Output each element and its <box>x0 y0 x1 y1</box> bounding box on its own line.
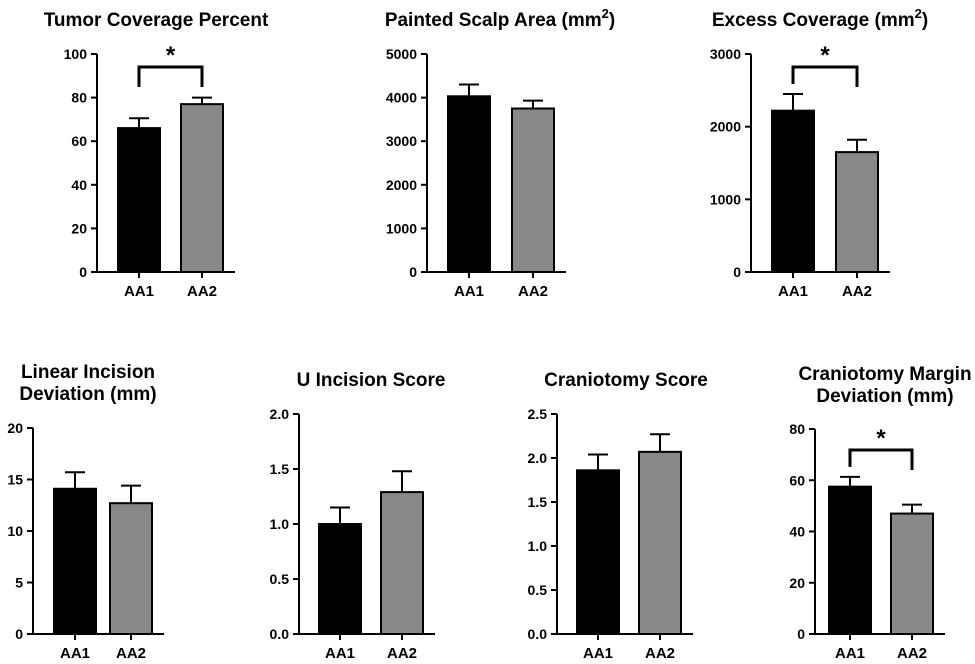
chart-panel-1: Tumor Coverage Percent 0 20 40 60 80 100 AA1 AA2… <box>44 10 269 300</box>
bar-aa2 <box>835 151 879 274</box>
y-tick-label: 0.5 <box>528 582 548 598</box>
y-tick-label: 0 <box>733 264 741 280</box>
y-tick-label: 0 <box>409 264 417 280</box>
y-tick-label: 2000 <box>710 119 741 135</box>
x-category-label: AA1 <box>124 283 154 300</box>
x-category-label: AA2 <box>387 645 417 662</box>
bar-aa2 <box>380 491 424 635</box>
chart-title: Craniotomy Margin <box>798 364 971 385</box>
significance-marker: * <box>876 425 886 452</box>
x-category-label: AA2 <box>897 645 927 662</box>
y-tick-label: 100 <box>64 46 88 62</box>
y-tick-label: 1.0 <box>270 516 290 532</box>
chart-panel-2: Painted Scalp Area (mm2) 0 1000 2000 3000 400… <box>385 6 615 300</box>
bar-aa2 <box>109 502 153 635</box>
bar-aa1 <box>576 469 620 635</box>
bar-aa1 <box>318 523 362 635</box>
x-category-label: AA1 <box>325 645 355 662</box>
significance-marker: * <box>166 42 176 69</box>
bar-aa1 <box>117 127 161 273</box>
bar-aa2 <box>890 512 934 635</box>
y-tick-label: 0.0 <box>270 626 290 642</box>
y-tick-label: 60 <box>71 133 87 149</box>
significance-bracket <box>791 65 859 87</box>
x-category-label: AA2 <box>518 283 548 300</box>
y-tick-label: 20 <box>789 575 805 591</box>
y-tick-label: 15 <box>7 472 23 488</box>
bar-aa2 <box>180 103 224 273</box>
y-tick-label: 3000 <box>710 46 741 62</box>
x-category-label: AA2 <box>187 283 217 300</box>
x-category-label: AA1 <box>778 283 808 300</box>
y-tick-label: 3000 <box>386 133 417 149</box>
bar-aa1 <box>53 487 97 635</box>
x-category-label: AA1 <box>583 645 613 662</box>
chart-panel-3: Excess Coverage (mm2) 0 1000 2000 3000 AA1 AA2… <box>710 6 928 300</box>
chart-title: Linear Incision <box>21 362 155 383</box>
bar-aa2 <box>511 107 555 273</box>
y-tick-label: 5000 <box>386 46 417 62</box>
y-tick-label: 0 <box>15 626 23 642</box>
bar-aa1 <box>447 95 491 273</box>
y-tick-label: 40 <box>789 524 805 540</box>
y-tick-label: 80 <box>789 421 805 437</box>
chart-title: U Incision Score <box>297 370 446 391</box>
y-tick-label: 0.5 <box>270 571 290 587</box>
y-tick-label: 2.0 <box>528 450 548 466</box>
y-tick-label: 1000 <box>386 220 417 236</box>
x-category-label: AA1 <box>60 645 90 662</box>
y-tick-label: 1.5 <box>270 461 290 477</box>
y-tick-label: 0.0 <box>528 626 548 642</box>
x-category-label: AA1 <box>835 645 865 662</box>
chart-title: Painted Scalp Area (mm2) <box>385 6 615 31</box>
y-tick-label: 2.5 <box>528 406 548 422</box>
chart-title: Deviation (mm) <box>19 384 156 405</box>
y-tick-label: 5 <box>15 575 23 591</box>
y-tick-label: 1.5 <box>528 494 548 510</box>
significance-bracket <box>848 448 914 470</box>
y-tick-label: 80 <box>71 90 87 106</box>
y-tick-label: 20 <box>71 220 87 236</box>
x-category-label: AA2 <box>645 645 675 662</box>
chart-panel-6: Craniotomy Score 0.0 0.5 1.0 1.5 2.0 2.5 AA1 AA2 <box>528 370 708 662</box>
y-tick-label: 2000 <box>386 177 417 193</box>
bar-aa1 <box>771 109 815 274</box>
significance-marker: * <box>820 42 830 69</box>
y-tick-label: 20 <box>7 420 23 436</box>
significance-bracket <box>137 65 204 87</box>
y-tick-label: 10 <box>7 523 23 539</box>
y-tick-label: 0 <box>797 626 805 642</box>
chart-title: Excess Coverage (mm2) <box>712 6 928 31</box>
y-tick-label: 40 <box>71 177 87 193</box>
y-tick-label: 0 <box>79 264 87 280</box>
chart-title: Deviation (mm) <box>816 386 953 407</box>
chart-panel-5: U Incision Score 0.0 0.5 1.0 1.5 2.0 AA1 AA2 <box>270 370 446 662</box>
y-tick-label: 4000 <box>386 90 417 106</box>
y-tick-label: 2.0 <box>270 406 290 422</box>
chart-title: Tumor Coverage Percent <box>44 10 269 31</box>
chart-title: Craniotomy Score <box>544 370 708 391</box>
y-tick-label: 1.0 <box>528 538 548 554</box>
x-category-label: AA1 <box>454 283 484 300</box>
bar-aa2 <box>638 450 682 635</box>
x-category-label: AA2 <box>116 645 146 662</box>
y-tick-label: 60 <box>789 472 805 488</box>
bar-aa1 <box>828 485 872 635</box>
y-tick-label: 1000 <box>710 191 741 207</box>
x-category-label: AA2 <box>842 283 872 300</box>
